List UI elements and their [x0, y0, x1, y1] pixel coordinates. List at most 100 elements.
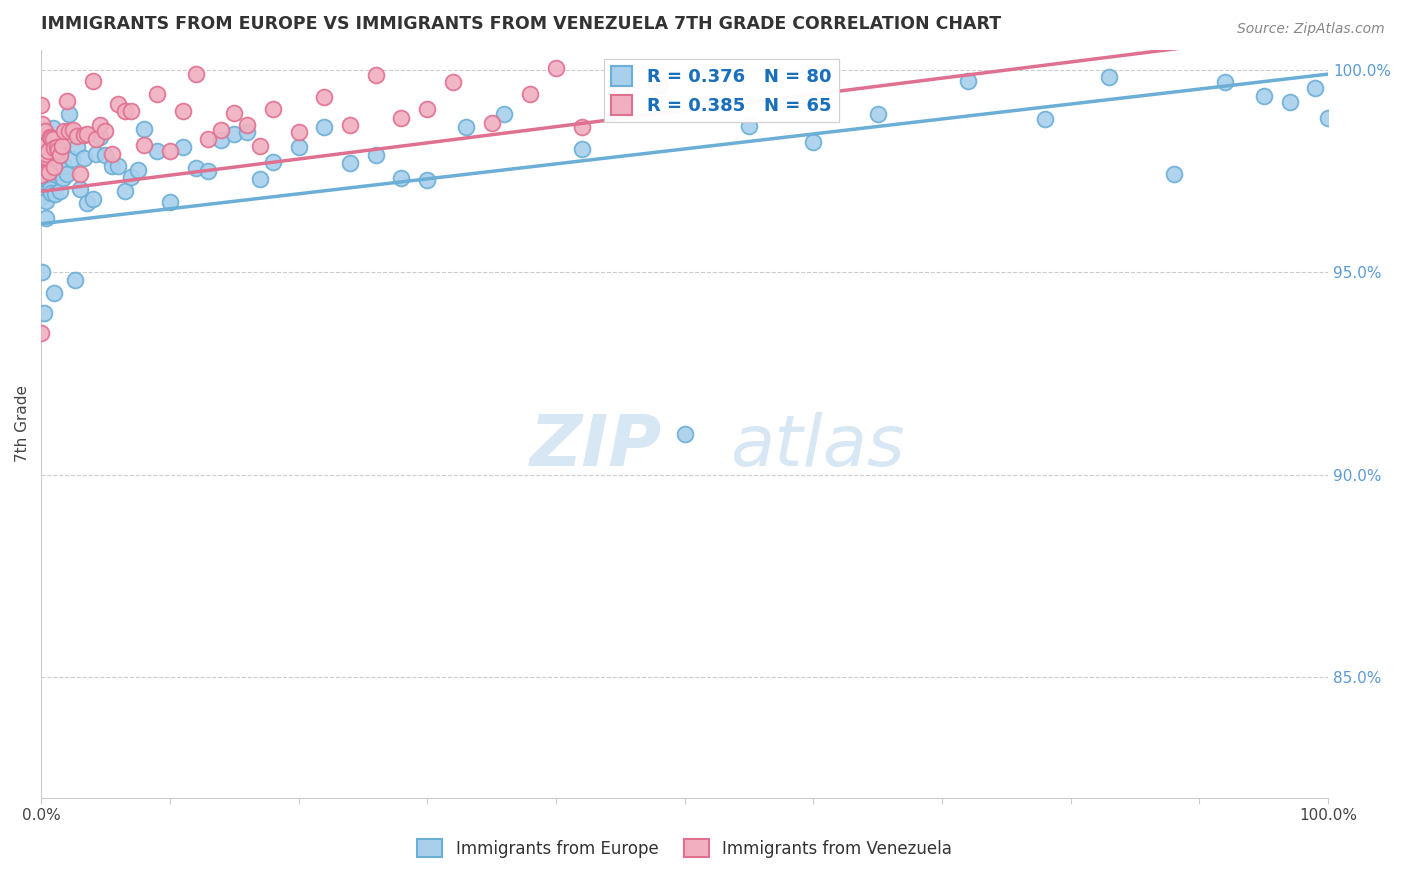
Point	[72, 128, 94, 143]
Point	[30, 169, 52, 183]
Point	[37, 144, 59, 158]
Point	[94, 124, 117, 138]
Point	[58, 107, 80, 121]
Text: ZIP: ZIP	[530, 412, 662, 481]
Point	[51, 143, 73, 157]
Point	[1033, 112, 1056, 127]
Point	[132, 122, 155, 136]
Point	[738, 119, 761, 133]
Text: atlas: atlas	[730, 412, 904, 481]
Point	[46, 143, 69, 157]
Point	[1213, 75, 1236, 89]
Point	[481, 116, 503, 130]
Point	[31, 179, 53, 194]
Point	[1278, 95, 1301, 109]
Point	[34, 124, 56, 138]
Point	[519, 87, 541, 101]
Point	[60, 153, 83, 167]
Point	[46, 157, 69, 171]
Point	[416, 173, 439, 187]
Point	[184, 67, 207, 81]
Point	[364, 148, 387, 162]
Point	[287, 140, 309, 154]
Point	[224, 127, 246, 141]
Point	[314, 120, 336, 135]
Point	[69, 167, 91, 181]
Point	[34, 176, 56, 190]
Point	[94, 148, 117, 162]
Point	[197, 131, 219, 145]
Point	[30, 98, 52, 112]
Text: IMMIGRANTS FROM EUROPE VS IMMIGRANTS FROM VENEZUELA 7TH GRADE CORRELATION CHART: IMMIGRANTS FROM EUROPE VS IMMIGRANTS FRO…	[41, 15, 1001, 33]
Point	[494, 107, 516, 121]
Point	[34, 150, 56, 164]
Point	[314, 90, 336, 104]
Point	[209, 123, 232, 137]
Point	[86, 131, 108, 145]
Point	[31, 265, 53, 279]
Point	[30, 326, 52, 340]
Point	[571, 142, 593, 156]
Point	[107, 159, 129, 173]
Point	[32, 306, 55, 320]
Point	[1317, 112, 1340, 126]
Point	[132, 138, 155, 153]
Point	[66, 140, 89, 154]
Point	[262, 155, 284, 169]
Point	[37, 174, 59, 188]
Point	[1098, 70, 1121, 84]
Point	[31, 117, 53, 131]
Point	[1303, 81, 1326, 95]
Point	[56, 167, 79, 181]
Point	[41, 120, 63, 135]
Point	[58, 124, 80, 138]
Point	[172, 140, 194, 154]
Point	[45, 140, 67, 154]
Point	[249, 172, 271, 186]
Point	[159, 144, 181, 158]
Point	[76, 195, 98, 210]
Point	[39, 182, 62, 196]
Point	[32, 126, 55, 140]
Point	[53, 123, 76, 137]
Point	[44, 186, 66, 201]
Point	[38, 148, 60, 162]
Point	[391, 170, 413, 185]
Point	[31, 150, 53, 164]
Point	[236, 125, 259, 139]
Point	[648, 78, 671, 92]
Point	[673, 427, 696, 442]
Point	[571, 120, 593, 134]
Point	[30, 136, 52, 151]
Point	[37, 172, 59, 186]
Point	[66, 129, 89, 144]
Point	[31, 137, 53, 152]
Point	[1163, 167, 1185, 181]
Point	[62, 122, 84, 136]
Point	[30, 190, 52, 204]
Point	[197, 164, 219, 178]
Point	[45, 165, 67, 179]
Point	[51, 139, 73, 153]
Point	[49, 148, 72, 162]
Point	[454, 120, 477, 135]
Point	[42, 140, 65, 154]
Point	[49, 184, 72, 198]
Point	[101, 147, 124, 161]
Point	[86, 147, 108, 161]
Point	[35, 211, 58, 225]
Point	[101, 159, 124, 173]
Point	[127, 163, 149, 178]
Point	[1253, 89, 1275, 103]
Point	[30, 139, 52, 153]
Point	[209, 133, 232, 147]
Point	[120, 169, 142, 184]
Point	[114, 184, 136, 198]
Point	[69, 182, 91, 196]
Point	[249, 139, 271, 153]
Point	[32, 139, 55, 153]
Point	[42, 285, 65, 300]
Point	[82, 74, 104, 88]
Point	[866, 107, 889, 121]
Point	[82, 192, 104, 206]
